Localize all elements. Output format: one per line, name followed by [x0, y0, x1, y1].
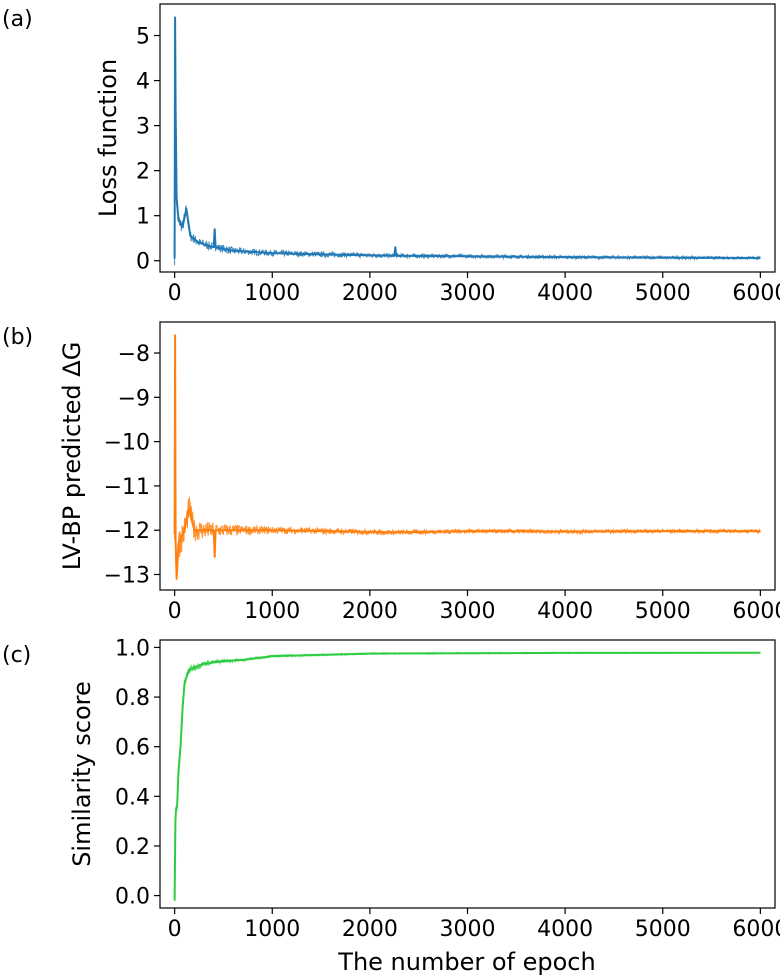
- series-line: [173, 16, 761, 259]
- y-tick-label: 0.0: [115, 885, 150, 910]
- y-tick-label: 0.8: [115, 686, 150, 711]
- y-tick-label: 0.2: [115, 835, 150, 860]
- series-noise-trace: [174, 59, 761, 266]
- y-axis-label: LV-BP predicted ΔG: [58, 342, 86, 571]
- x-tick-label: 3000: [440, 281, 496, 306]
- x-tick-label: 1000: [244, 917, 300, 942]
- x-tick-label: 0: [168, 917, 182, 942]
- y-tick-label: 4: [136, 70, 150, 95]
- x-tick-label: 2000: [342, 599, 398, 624]
- y-tick-label: 0.6: [115, 736, 150, 761]
- x-tick-label: 0: [168, 599, 182, 624]
- x-tick-label: 2000: [342, 917, 398, 942]
- y-tick-label: −8: [118, 342, 150, 367]
- y-axis-label: Loss function: [94, 59, 122, 217]
- y-tick-label: 1.0: [115, 636, 150, 661]
- x-tick-label: 3000: [440, 599, 496, 624]
- y-tick-label: 5: [136, 25, 150, 50]
- y-tick-label: −9: [118, 386, 150, 411]
- series-layer: [173, 651, 761, 901]
- panel-label: (b): [2, 325, 33, 350]
- y-axis-label: Similarity score: [68, 681, 96, 867]
- panel-label: (c): [2, 643, 31, 668]
- series-line: [173, 334, 761, 580]
- x-tick-label: 5000: [635, 281, 691, 306]
- x-tick-label: 1000: [244, 599, 300, 624]
- plot-frame: [159, 639, 776, 909]
- x-axis-label: The number of epoch: [337, 948, 595, 976]
- panel-label: (a): [2, 7, 33, 32]
- x-tick-label: 4000: [537, 281, 593, 306]
- plot-frame: [159, 3, 776, 273]
- panel-c: (c) Similarity score 0 1000 2000 3000 4000 50…: [2, 636, 780, 942]
- series-noise-trace: [174, 651, 761, 901]
- x-tick-label: 5000: [635, 599, 691, 624]
- series-layer: [173, 16, 761, 266]
- panel-a: (a) Loss function 0 1000 2000 3000 4000 5000 6…: [2, 3, 780, 306]
- y-tick-label: 2: [136, 160, 150, 185]
- y-tick-label: 0: [136, 250, 150, 275]
- series-layer: [173, 334, 761, 580]
- x-tick-label: 1000: [244, 281, 300, 306]
- y-tick-label: 0.4: [115, 785, 150, 810]
- series-line: [173, 651, 761, 901]
- series-noise-trace: [174, 386, 761, 575]
- x-tick-label: 0: [168, 281, 182, 306]
- panel-b: (b) LV-BP predicted ΔG 0 1000 2000 3000 4000…: [2, 321, 780, 624]
- y-tick-label: 3: [136, 115, 150, 140]
- plot-frame: [159, 321, 776, 591]
- x-tick-label: 3000: [440, 917, 496, 942]
- y-tick-label: −13: [104, 563, 150, 588]
- x-tick-label: 4000: [537, 599, 593, 624]
- x-tick-label: 4000: [537, 917, 593, 942]
- y-tick-label: −12: [104, 519, 150, 544]
- y-tick-label: 1: [136, 205, 150, 230]
- x-tick-label: 2000: [342, 281, 398, 306]
- x-tick-label: 5000: [635, 917, 691, 942]
- y-tick-label: −11: [104, 475, 150, 500]
- y-tick-label: −10: [104, 431, 150, 456]
